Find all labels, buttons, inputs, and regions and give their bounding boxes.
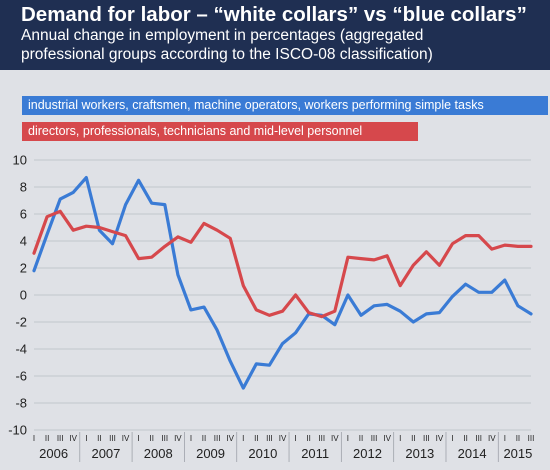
y-tick-label: -8 xyxy=(15,396,27,411)
x-year-label: 2006 xyxy=(39,446,68,461)
x-quarter-label: I xyxy=(138,434,140,443)
x-quarter-label: III xyxy=(161,434,168,443)
x-quarter-label: IV xyxy=(69,434,77,443)
x-year-label: 2014 xyxy=(458,446,487,461)
x-quarter-label: II xyxy=(149,434,153,443)
chart-subtitle-line1: Annual change in employment in percentag… xyxy=(21,27,424,44)
x-year-label: 2015 xyxy=(503,446,532,461)
x-quarter-label: I xyxy=(294,434,296,443)
chart-title: Demand for labor – “white collars” vs “b… xyxy=(21,3,527,26)
x-quarter-label: I xyxy=(33,434,35,443)
x-quarter-label: IV xyxy=(122,434,130,443)
chart-subtitle-line2: professional groups according to the ISC… xyxy=(21,46,433,63)
x-quarter-label: III xyxy=(423,434,430,443)
x-year-label: 2009 xyxy=(196,446,225,461)
x-quarter-label: III xyxy=(528,434,535,443)
y-tick-label: 2 xyxy=(20,261,27,276)
header-banner: Demand for labor – “white collars” vs “b… xyxy=(0,0,550,70)
y-tick-label: 10 xyxy=(13,153,27,168)
x-quarter-label: II xyxy=(359,434,363,443)
y-tick-label: -10 xyxy=(8,423,27,438)
y-tick-label: -4 xyxy=(15,342,27,357)
legend-item-white-collar: directors, professionals, technicians an… xyxy=(22,122,418,141)
x-quarter-label: II xyxy=(306,434,310,443)
x-quarter-label: III xyxy=(109,434,116,443)
x-quarter-label: I xyxy=(347,434,349,443)
x-quarter-label: III xyxy=(371,434,378,443)
x-quarter-label: III xyxy=(475,434,482,443)
x-quarter-label: I xyxy=(399,434,401,443)
x-quarter-label: III xyxy=(57,434,64,443)
x-quarter-label: II xyxy=(463,434,467,443)
x-quarter-label: IV xyxy=(279,434,287,443)
x-quarter-label: I xyxy=(504,434,506,443)
x-quarter-label: I xyxy=(190,434,192,443)
x-quarter-label: IV xyxy=(174,434,182,443)
x-year-label: 2013 xyxy=(405,446,434,461)
x-quarter-label: II xyxy=(516,434,520,443)
series-line-white-collar xyxy=(32,209,533,319)
x-quarter-label: IV xyxy=(331,434,339,443)
x-quarter-label: I xyxy=(85,434,87,443)
x-quarter-label: IV xyxy=(436,434,444,443)
x-year-label: 2012 xyxy=(353,446,382,461)
x-quarter-label: IV xyxy=(226,434,234,443)
y-tick-label: -2 xyxy=(15,315,27,330)
x-year-label: 2011 xyxy=(301,446,329,461)
y-tick-label: 8 xyxy=(20,180,27,195)
x-year-label: 2010 xyxy=(248,446,277,461)
x-quarter-label: IV xyxy=(488,434,496,443)
x-quarter-label: II xyxy=(254,434,258,443)
y-tick-label: -6 xyxy=(15,369,27,384)
series-line-blue-collar xyxy=(32,176,533,390)
x-quarter-label: II xyxy=(202,434,206,443)
y-tick-label: 6 xyxy=(20,207,27,222)
x-quarter-label: II xyxy=(97,434,101,443)
x-quarter-label: III xyxy=(318,434,325,443)
y-tick-label: 4 xyxy=(20,234,27,249)
x-year-label: 2007 xyxy=(91,446,120,461)
x-quarter-label: II xyxy=(45,434,49,443)
x-quarter-label: II xyxy=(411,434,415,443)
y-tick-label: 0 xyxy=(20,288,27,303)
x-quarter-label: III xyxy=(214,434,221,443)
x-year-label: 2008 xyxy=(144,446,173,461)
x-quarter-label: IV xyxy=(383,434,391,443)
x-quarter-label: III xyxy=(266,434,273,443)
x-quarter-label: I xyxy=(451,434,453,443)
x-quarter-label: I xyxy=(242,434,244,443)
legend-item-blue-collar: industrial workers, craftsmen, machine o… xyxy=(22,96,548,115)
